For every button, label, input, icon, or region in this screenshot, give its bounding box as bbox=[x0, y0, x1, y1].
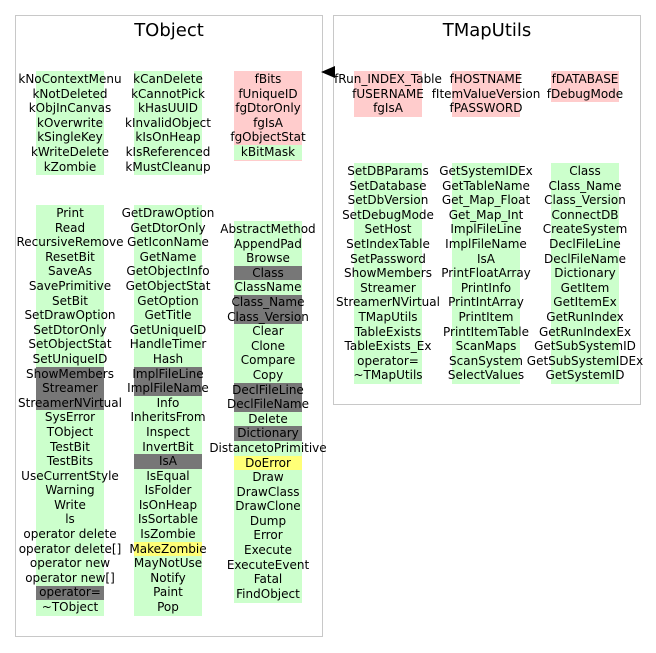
member-entry: Delete bbox=[194, 412, 342, 427]
member-entry: fgIsA bbox=[194, 116, 342, 131]
tobject-method-col-3: AbstractMethod AppendPad Browse Class ClassN… bbox=[234, 222, 302, 601]
member-entry: DoError bbox=[194, 456, 342, 471]
member-entry: fgObjectStat bbox=[194, 130, 342, 145]
member-entry: GetRunIndex bbox=[511, 310, 656, 325]
member-entry: Error bbox=[194, 528, 342, 543]
tmaputils-data-col-3: fDATABASE fDebugMode bbox=[551, 72, 619, 101]
member-entry: Dictionary bbox=[511, 266, 656, 281]
member-entry: GetItemEx bbox=[511, 295, 656, 310]
member-entry: Pop bbox=[94, 600, 242, 615]
tmaputils-class-title: TMapUtils bbox=[334, 20, 640, 41]
member-entry: CreateSystem bbox=[511, 222, 656, 237]
member-entry: GetSystemID bbox=[511, 368, 656, 383]
tobject-enum-col-2: kCanDelete kCannotPick kHasUUID kInvalidObj… bbox=[134, 72, 202, 174]
member-entry: fDebugMode bbox=[511, 87, 656, 102]
member-entry: Dictionary bbox=[194, 426, 342, 441]
tobject-class-title: TObject bbox=[16, 20, 322, 41]
member-entry: Dump bbox=[194, 514, 342, 529]
member-entry: GetItem bbox=[511, 281, 656, 296]
member-entry: Class_Name bbox=[511, 179, 656, 194]
member-entry: GetDrawOption bbox=[94, 206, 242, 221]
member-entry: DrawClone bbox=[194, 499, 342, 514]
member-entry: Class_Version bbox=[511, 193, 656, 208]
member-entry: GetRunIndexEx bbox=[511, 325, 656, 340]
member-entry: fDATABASE bbox=[511, 72, 656, 87]
member-entry: ExecuteEvent bbox=[194, 558, 342, 573]
tmaputils-data-col-2: fHOSTNAME fItemValueVersion fPASSWORD bbox=[452, 72, 520, 116]
member-entry: ConnectDB bbox=[511, 208, 656, 223]
member-entry: DrawClass bbox=[194, 485, 342, 500]
tmaputils-method-col-2: GetSystemIDEx GetTableName Get_Map_Float Ge… bbox=[452, 164, 520, 383]
tobject-method-col-2: GetDrawOption GetDtorOnly GetIconName GetNa… bbox=[134, 206, 202, 615]
member-entry: Draw bbox=[194, 470, 342, 485]
member-entry: GetSubSystemID bbox=[511, 339, 656, 354]
member-entry: DeclFileName bbox=[511, 252, 656, 267]
member-entry: Class bbox=[511, 164, 656, 179]
tmaputils-method-col-3: Class Class_Name Class_Version ConnectDB Cre… bbox=[551, 164, 619, 383]
member-entry: FindObject bbox=[194, 587, 342, 602]
member-entry: Fatal bbox=[194, 572, 342, 587]
tobject-data-col: fBits fUniqueID fgDtorOnly fgIsA fgObjectSta… bbox=[234, 72, 302, 160]
member-entry: Execute bbox=[194, 543, 342, 558]
member-entry: DeclFileLine bbox=[194, 383, 342, 398]
member-entry: DeclFileLine bbox=[511, 237, 656, 252]
member-entry: DistancetoPrimitive bbox=[194, 441, 342, 456]
member-entry: GetSubSystemIDEx bbox=[511, 354, 656, 369]
member-entry: DeclFileName bbox=[194, 397, 342, 412]
member-entry: fPASSWORD bbox=[412, 101, 560, 116]
member-entry: kMustCleanup bbox=[94, 160, 242, 175]
member-entry: kBitMask bbox=[194, 145, 342, 160]
